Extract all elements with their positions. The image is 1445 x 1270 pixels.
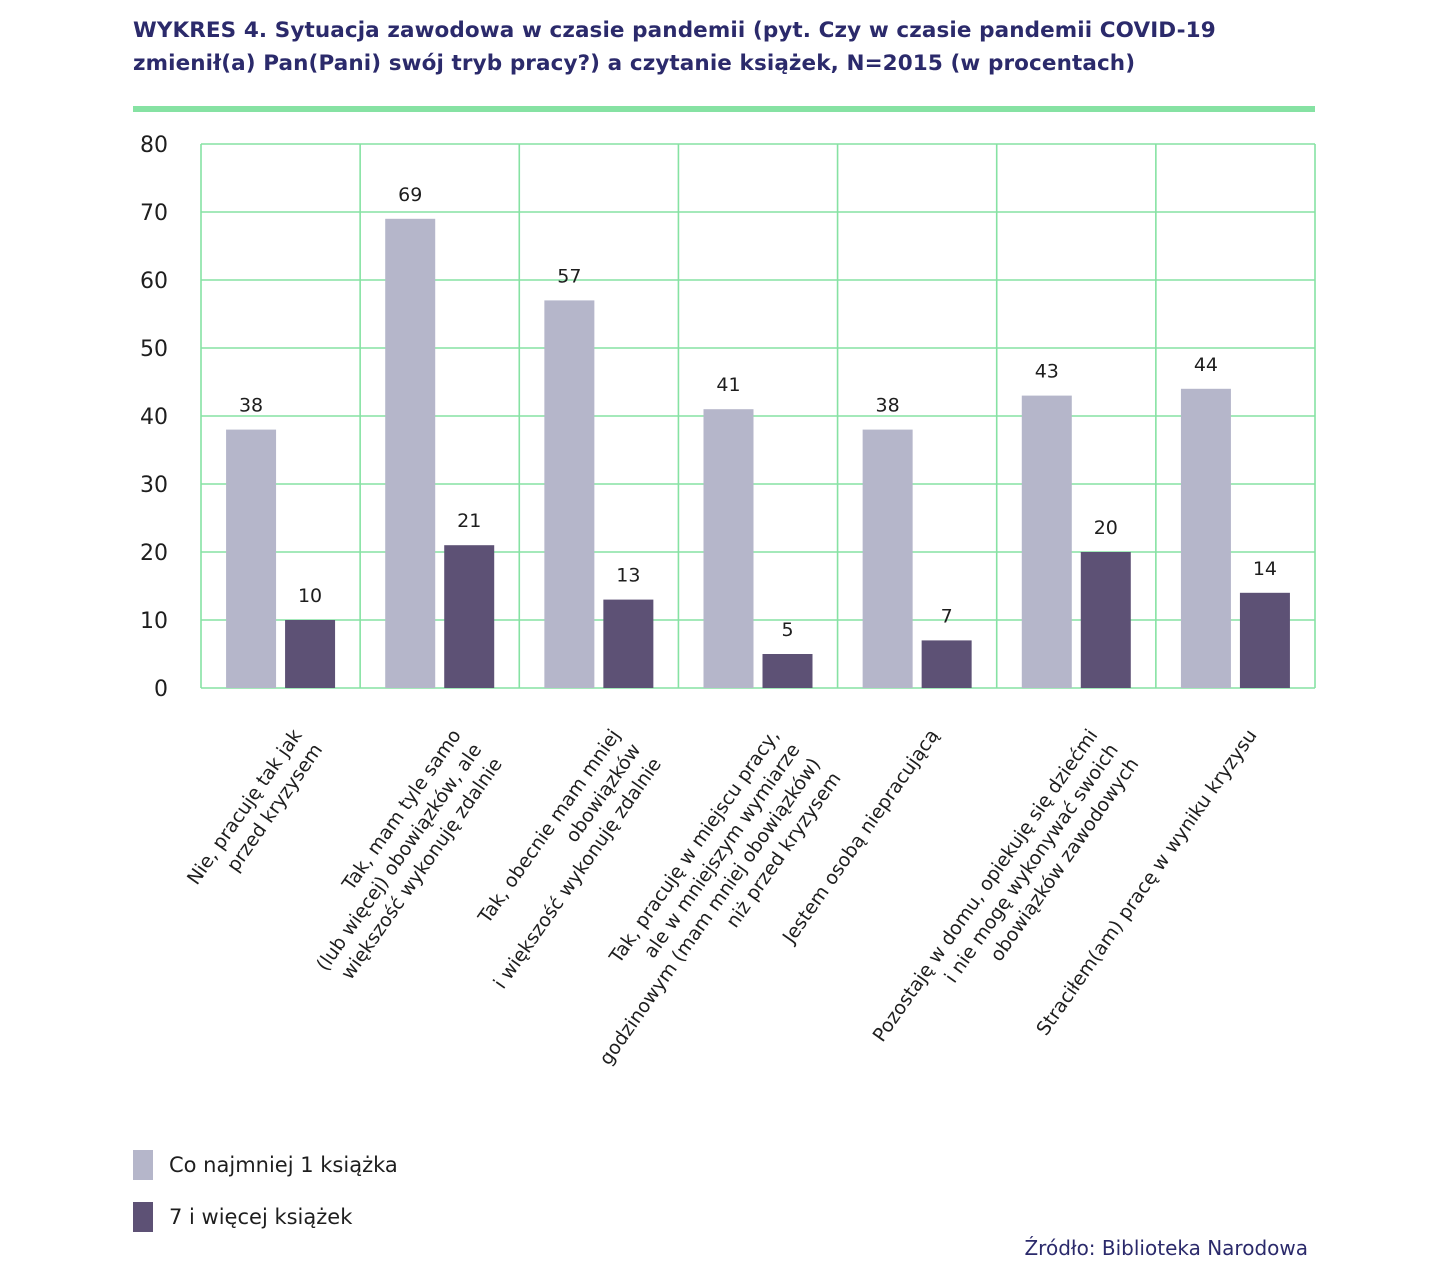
data-label: 7 [941, 605, 953, 627]
data-label: 43 [1035, 361, 1059, 383]
chart-title-line-2: zmienił(a) Pan(Pani) swój tryb pracy?) a… [133, 51, 1136, 76]
legend-item: Co najmniej 1 książka [133, 1150, 398, 1180]
bar [762, 654, 813, 688]
bar [1021, 395, 1072, 688]
y-tick-label: 70 [140, 201, 168, 226]
bar [1180, 388, 1231, 688]
bar-chart: 0 10 20 30 40 50 60 70 80 38 10 69 21 57 13 41 5 38 7 43 20… [140, 133, 1316, 1069]
data-labels: 38 10 69 21 57 13 41 5 38 7 43 20 44 14 [239, 184, 1277, 641]
x-tick-label: Tak, mam tyle samo(lub więcej) obowiązkó… [312, 725, 507, 984]
data-label: 10 [298, 585, 322, 607]
bar [444, 545, 495, 688]
y-tick-label: 0 [154, 677, 168, 702]
data-label: 44 [1194, 354, 1218, 376]
y-tick-label: 30 [140, 473, 168, 498]
legend: Co najmniej 1 książka 7 i więcej książek [133, 1150, 398, 1254]
y-tick-label: 20 [140, 541, 168, 566]
data-label: 38 [876, 395, 900, 417]
data-label: 21 [457, 510, 481, 532]
bar [603, 599, 654, 688]
data-label: 14 [1253, 558, 1277, 580]
data-label: 38 [239, 395, 263, 417]
legend-label: 7 i więcej książek [169, 1205, 353, 1229]
data-label: 13 [616, 565, 640, 587]
bar [862, 429, 913, 688]
bar [921, 640, 972, 688]
bar [226, 429, 277, 688]
bar [385, 218, 436, 689]
data-label: 20 [1094, 517, 1118, 539]
y-tick-label: 60 [140, 269, 168, 294]
bar [544, 300, 595, 688]
grid [200, 143, 1316, 689]
x-tick-label-line: (lub więcej) obowiązków, ale [312, 740, 486, 976]
data-label: 5 [781, 619, 793, 641]
data-label: 69 [398, 184, 422, 206]
data-label: 41 [716, 374, 740, 396]
bar [703, 409, 754, 688]
y-tick-label: 10 [140, 609, 168, 634]
y-tick-label: 80 [140, 133, 168, 158]
bar [1239, 592, 1290, 688]
bar [1080, 552, 1131, 688]
bars [226, 218, 1290, 689]
title-divider [133, 106, 1315, 112]
chart-title: WYKRES 4. Sytuacja zawodowa w czasie pan… [133, 14, 1323, 80]
chart-title-line-1: WYKRES 4. Sytuacja zawodowa w czasie pan… [133, 18, 1216, 43]
y-tick-label: 50 [140, 337, 168, 362]
legend-swatch [133, 1202, 153, 1232]
legend-item: 7 i więcej książek [133, 1202, 398, 1232]
legend-label: Co najmniej 1 książka [169, 1153, 398, 1177]
y-tick-label: 40 [140, 405, 168, 430]
data-label: 57 [557, 265, 581, 287]
source-note: Źródło: Biblioteka Narodowa [1024, 1236, 1308, 1260]
bar [285, 620, 336, 688]
legend-swatch [133, 1150, 153, 1180]
y-axis: 0 10 20 30 40 50 60 70 80 [140, 133, 168, 702]
